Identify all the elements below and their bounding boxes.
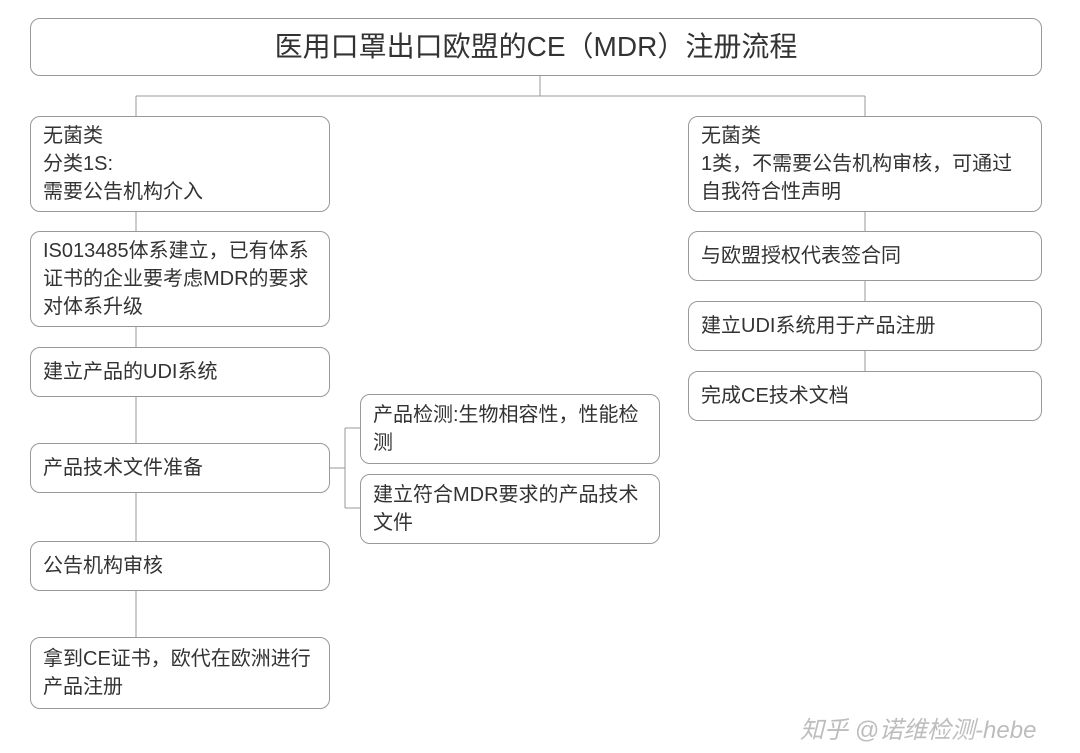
node-right1: 无菌类 1类，不需要公告机构审核，可通过自我符合性声明 [688,116,1042,212]
node-left5: 公告机构审核 [30,541,330,591]
node-mid_bot: 建立符合MDR要求的产品技术文件 [360,474,660,544]
watermark-text: 知乎 @诺维检测-hebe [800,710,1036,745]
node-left1: 无菌类 分类1S: 需要公告机构介入 [30,116,330,212]
flowchart-canvas: 知乎 @诺维检测-hebe 医用口罩出口欧盟的CE（MDR）注册流程无菌类 分类… [0,0,1080,753]
node-left6: 拿到CE证书，欧代在欧洲进行产品注册 [30,637,330,709]
node-left3: 建立产品的UDI系统 [30,347,330,397]
node-right3: 建立UDI系统用于产品注册 [688,301,1042,351]
node-left2: IS013485体系建立，已有体系证书的企业要考虑MDR的要求对体系升级 [30,231,330,327]
node-right4: 完成CE技术文档 [688,371,1042,421]
node-title: 医用口罩出口欧盟的CE（MDR）注册流程 [30,18,1042,76]
node-left4: 产品技术文件准备 [30,443,330,493]
node-mid_top: 产品检测:生物相容性，性能检测 [360,394,660,464]
node-right2: 与欧盟授权代表签合同 [688,231,1042,281]
